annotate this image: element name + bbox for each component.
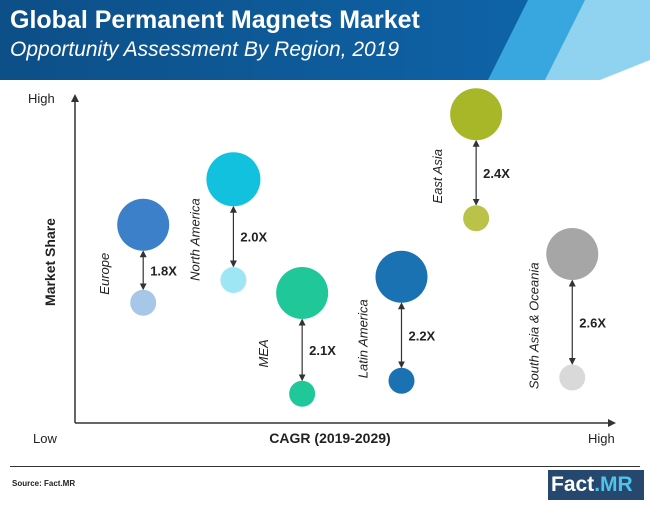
- chart-title: Global Permanent Magnets Market: [10, 6, 420, 34]
- bubble-2029-east-asia: [463, 205, 490, 232]
- chart-marks: 1.8X Europe 2.0X North America 2.1X MEA 2.2X La…: [97, 88, 606, 407]
- region-label-north-america: North America: [187, 198, 202, 281]
- ratio-label-south-asia-oceania: 2.6X: [579, 315, 606, 330]
- bubble-2019-mea: [276, 267, 329, 319]
- source-note: Source: Fact.MR: [12, 479, 76, 488]
- region-label-east-asia: East Asia: [430, 149, 445, 203]
- title-banner: [0, 0, 650, 80]
- ratio-label-europe: 1.8X: [150, 263, 177, 278]
- banner-stripe-mid: [470, 0, 585, 80]
- y-axis-label: Market Share: [42, 218, 58, 306]
- bubble-2019-latin-america: [375, 250, 428, 303]
- bubble-2019-north-america: [206, 152, 261, 207]
- factmr-logo: Fact.MR: [548, 470, 644, 500]
- y-tick-high: High: [28, 91, 55, 106]
- logo-mr: MR: [600, 473, 633, 496]
- bubble-2029-mea: [289, 380, 316, 407]
- bubble-2019-europe: [117, 198, 170, 251]
- bubble-2029-south-asia-oceania: [559, 364, 586, 391]
- logo-main: Fact: [551, 473, 595, 496]
- bubble-2029-europe: [130, 289, 157, 316]
- banner-main: [0, 0, 528, 80]
- bubble-2019-east-asia: [450, 88, 503, 141]
- logo-dot: .: [594, 473, 601, 496]
- ratio-label-east-asia: 2.4X: [483, 166, 510, 181]
- x-tick-low: Low: [33, 431, 57, 446]
- bubble-2029-north-america: [220, 267, 247, 293]
- ratio-label-latin-america: 2.2X: [408, 328, 435, 343]
- ratio-label-mea: 2.1X: [309, 343, 336, 358]
- footer-divider: [10, 466, 640, 467]
- chart-subtitle: Opportunity Assessment By Region, 2019: [10, 38, 400, 61]
- bubble-2029-latin-america: [388, 367, 415, 394]
- region-label-europe: Europe: [97, 253, 112, 295]
- x-axis-label: CAGR (2019-2029): [269, 430, 390, 446]
- x-tick-high: High: [588, 431, 615, 446]
- ratio-label-north-america: 2.0X: [240, 230, 267, 245]
- bubble-2019-south-asia-oceania: [546, 228, 599, 280]
- region-label-latin-america: Latin America: [355, 299, 370, 378]
- bubble-chart: High Low High CAGR (2019-2029) Market Sh…: [28, 88, 616, 446]
- region-label-mea: MEA: [256, 339, 271, 367]
- region-label-south-asia-oceania: South Asia & Oceania: [526, 262, 541, 389]
